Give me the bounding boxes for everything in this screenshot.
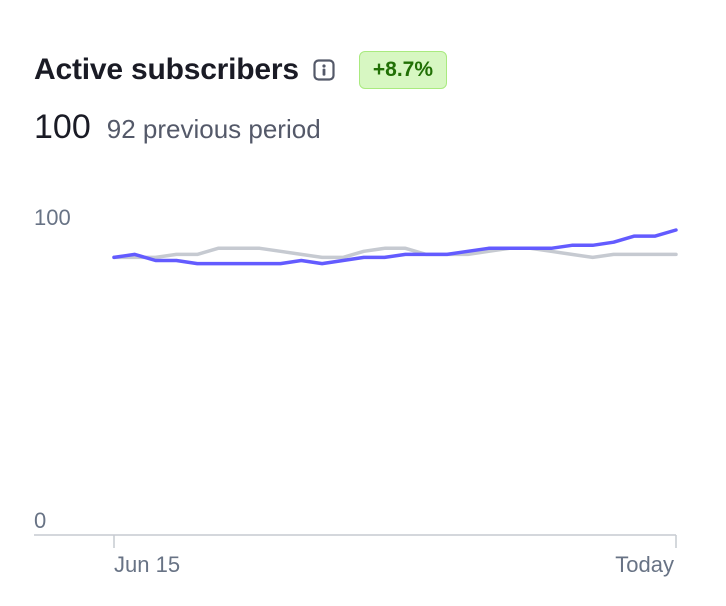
y-tick-label-bottom: 0 — [34, 508, 46, 533]
card-header: Active subscribers +8.7% — [34, 48, 448, 92]
change-badge: +8.7% — [358, 51, 448, 89]
info-icon[interactable] — [313, 59, 335, 81]
y-tick-label-top: 100 — [34, 205, 71, 230]
info-icon-graphic — [313, 59, 335, 81]
current-period-line — [112, 228, 678, 266]
metric-row: 100 92 previous period — [34, 108, 321, 147]
current-value: 100 — [34, 108, 91, 146]
series-layer — [112, 228, 678, 266]
x-tick-label-end: Today — [615, 552, 674, 577]
card-title: Active subscribers — [34, 53, 299, 86]
previous-period-line — [112, 246, 678, 260]
x-tick-label-start: Jun 15 — [114, 552, 180, 577]
previous-period-label: 92 previous period — [106, 114, 321, 144]
